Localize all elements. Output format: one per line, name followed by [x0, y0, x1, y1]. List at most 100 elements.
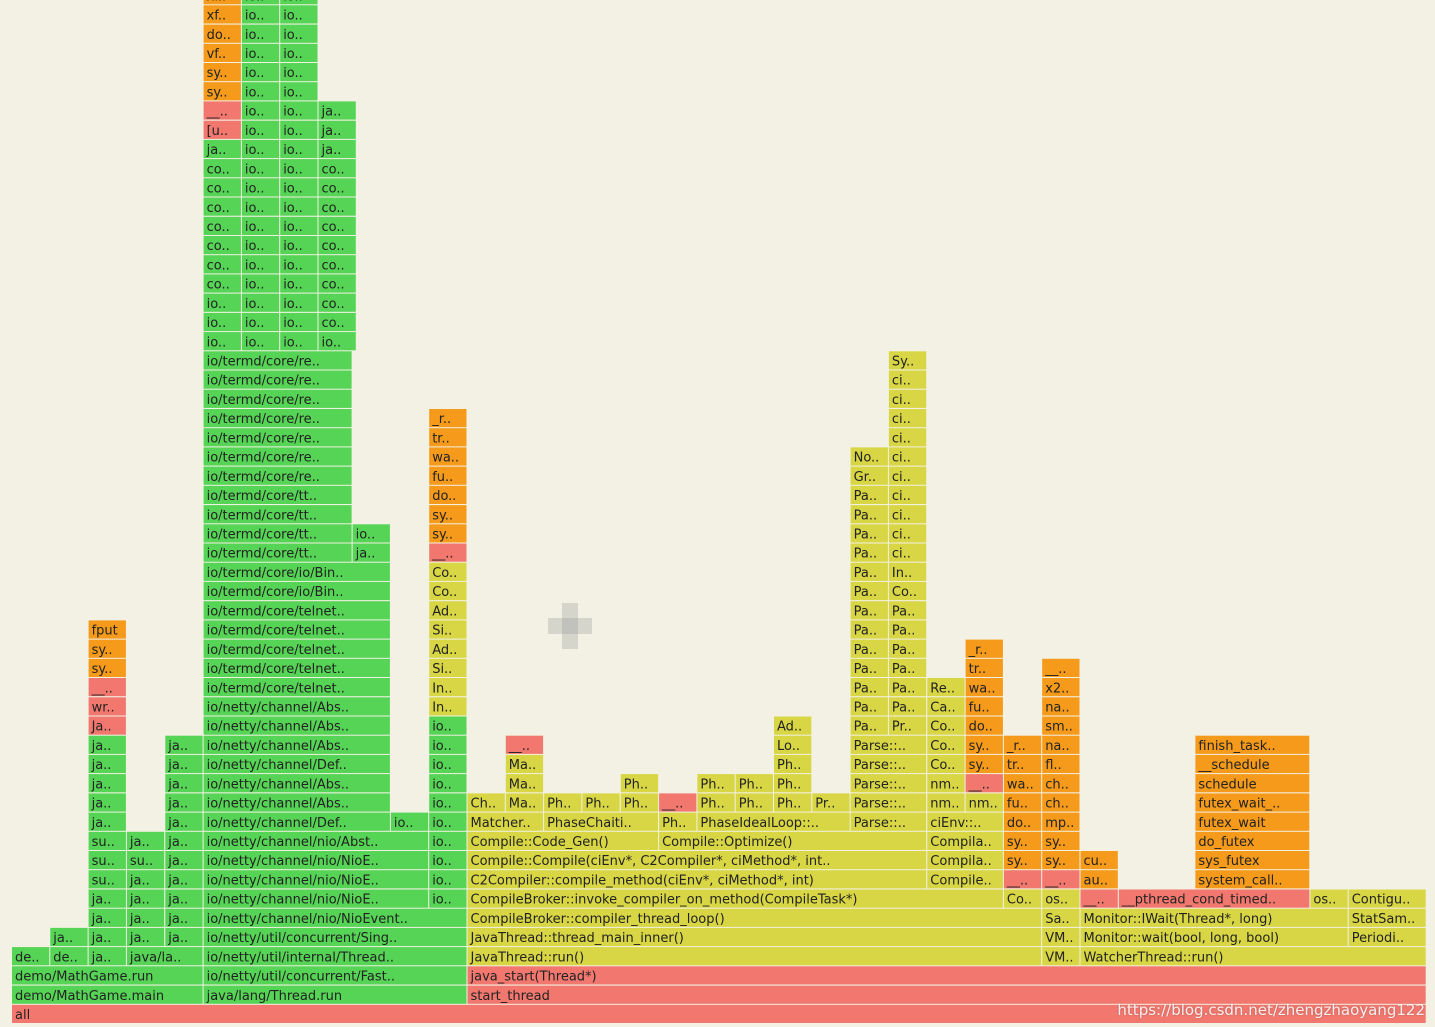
flame-frame-rect[interactable]	[1080, 908, 1348, 927]
flame-frame[interactable]: Parse::..	[850, 735, 927, 754]
flame-frame[interactable]: futex_wait	[1195, 812, 1310, 831]
flame-frame[interactable]: io..	[241, 82, 280, 100]
flame-frame[interactable]: co..	[203, 178, 241, 197]
flame-frame-rect[interactable]	[126, 927, 165, 947]
flame-frame[interactable]: io..	[280, 120, 318, 139]
flame-frame[interactable]: io..	[429, 735, 467, 754]
flame-frame-rect[interactable]	[165, 927, 203, 947]
flame-frame[interactable]: Pa..	[850, 562, 888, 581]
flame-frame[interactable]: de..	[12, 947, 50, 966]
flame-frame-rect[interactable]	[318, 216, 356, 235]
flame-frame[interactable]: ci..	[888, 505, 927, 524]
flame-frame[interactable]: sy..	[1042, 831, 1080, 850]
flame-frame[interactable]: io..	[241, 236, 280, 255]
flame-frame-rect[interactable]	[659, 831, 927, 850]
flame-frame-rect[interactable]	[1195, 812, 1310, 831]
flame-frame-rect[interactable]	[1118, 889, 1310, 908]
flame-frame[interactable]: ja..	[50, 927, 88, 947]
flame-frame-rect[interactable]	[318, 332, 356, 351]
flame-frame-rect[interactable]	[280, 236, 318, 255]
flame-frame[interactable]: Ma..	[505, 774, 544, 792]
flame-frame[interactable]: __..	[1003, 870, 1042, 889]
flame-frame[interactable]: Compile::Optimize()	[659, 831, 927, 850]
flame-frame[interactable]: wa..	[429, 447, 467, 466]
flame-frame[interactable]: Co..	[888, 581, 927, 600]
flame-frame[interactable]: ja..	[88, 735, 126, 754]
flame-frame[interactable]: __..	[505, 735, 544, 754]
flame-frame[interactable]: Re..	[927, 678, 965, 696]
flame-frame[interactable]: ja..	[88, 774, 126, 792]
flame-frame[interactable]: io/termd/core/io/Bin..	[203, 581, 390, 600]
flame-frame[interactable]: co..	[318, 236, 356, 255]
flame-frame-rect[interactable]	[1003, 793, 1042, 812]
flame-frame-rect[interactable]	[429, 889, 467, 908]
flame-frame[interactable]: io/termd/core/telnet..	[203, 620, 390, 639]
flame-frame-rect[interactable]	[888, 389, 927, 408]
flame-frame[interactable]: Compile..	[927, 870, 1003, 889]
flame-frame[interactable]: _r..	[965, 639, 1003, 658]
flame-frame[interactable]: co..	[318, 312, 356, 332]
flame-frame[interactable]: Ja..	[88, 716, 126, 735]
flame-frame[interactable]: wa..	[965, 678, 1003, 696]
flame-frame-rect[interactable]	[429, 466, 467, 485]
flame-frame-rect[interactable]	[241, 236, 280, 255]
flame-frame[interactable]: _r..	[429, 409, 467, 428]
flame-frame-rect[interactable]	[280, 216, 318, 235]
flame-frame[interactable]: JavaThread::run()	[467, 947, 1042, 966]
flame-frame-rect[interactable]	[927, 735, 965, 754]
flame-frame[interactable]: __..	[1080, 889, 1118, 908]
flame-frame[interactable]: io..	[280, 293, 318, 312]
flame-frame-rect[interactable]	[318, 139, 356, 159]
flame-frame[interactable]: io..	[241, 5, 280, 24]
flame-frame[interactable]: ja..	[165, 908, 203, 927]
flame-frame-rect[interactable]	[241, 255, 280, 274]
flame-frame-rect[interactable]	[927, 831, 1003, 850]
flame-frame[interactable]: au..	[1080, 870, 1118, 889]
flame-frame[interactable]: WatcherThread::run()	[1080, 947, 1426, 966]
flame-frame-rect[interactable]	[429, 485, 467, 504]
flame-frame-rect[interactable]	[88, 735, 126, 754]
flame-frame[interactable]: Ad..	[429, 601, 467, 620]
flame-frame[interactable]: sy..	[203, 63, 241, 82]
flame-frame-rect[interactable]	[1042, 812, 1080, 831]
flame-frame-rect[interactable]	[429, 428, 467, 447]
flame-frame-rect[interactable]	[126, 908, 165, 927]
flame-frame[interactable]: io/termd/core/re..	[203, 389, 352, 408]
flame-frame[interactable]: ci..	[888, 485, 927, 504]
flame-frame[interactable]: tr..	[429, 428, 467, 447]
flame-frame[interactable]: io..	[241, 274, 280, 293]
flame-frame-rect[interactable]	[429, 524, 467, 543]
flame-frame[interactable]: co..	[203, 236, 241, 255]
flame-frame[interactable]: io..	[241, 139, 280, 158]
flame-frame-rect[interactable]	[203, 851, 429, 870]
flame-frame-rect[interactable]	[850, 697, 888, 716]
flame-frame[interactable]: io..	[280, 43, 318, 62]
flame-frame-rect[interactable]	[1042, 774, 1080, 793]
flame-frame-rect[interactable]	[1080, 851, 1118, 870]
flame-frame[interactable]: __..	[203, 101, 241, 120]
flame-frame[interactable]: __schedule	[1195, 754, 1310, 774]
flame-frame-rect[interactable]	[429, 505, 467, 524]
flame-frame-rect[interactable]	[88, 658, 126, 677]
flame-frame-rect[interactable]	[505, 735, 544, 754]
flame-frame[interactable]: Compila..	[927, 831, 1003, 850]
flame-frame[interactable]: ja..	[88, 889, 126, 908]
flame-frame-rect[interactable]	[203, 524, 352, 543]
flame-frame-rect[interactable]	[203, 63, 241, 82]
flame-frame[interactable]: sy..	[88, 658, 126, 677]
flame-frame-rect[interactable]	[1195, 735, 1310, 754]
flame-frame[interactable]: sy..	[965, 735, 1003, 754]
flame-frame-rect[interactable]	[850, 658, 888, 677]
flame-frame-rect[interactable]	[888, 524, 927, 543]
flame-frame-rect[interactable]	[280, 312, 318, 332]
flame-frame-rect[interactable]	[88, 947, 126, 966]
flame-frame[interactable]: mp..	[1042, 812, 1080, 831]
flame-frame[interactable]: io..	[280, 216, 318, 235]
flame-frame[interactable]: ja..	[165, 927, 203, 947]
flame-frame-rect[interactable]	[850, 543, 888, 562]
flame-frame[interactable]: In..	[429, 697, 467, 716]
flame-frame[interactable]: io..	[429, 793, 467, 812]
flame-frame-rect[interactable]	[203, 966, 467, 985]
flame-frame[interactable]: tr..	[1003, 754, 1042, 774]
flame-frame[interactable]: Gr..	[850, 466, 888, 485]
